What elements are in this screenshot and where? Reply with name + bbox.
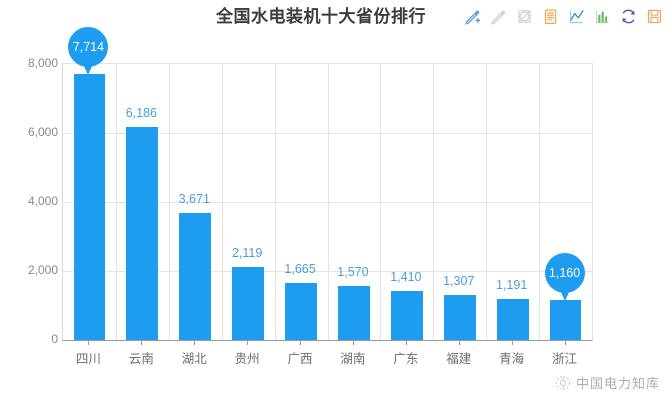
bar-chart: 0 2,000 4,000 6,000 8,000 四川 7,714 云南 6,186 湖北 3,6… xyxy=(0,26,672,400)
y-axis-tick-label: 6,000 xyxy=(27,125,58,139)
bar[interactable] xyxy=(126,126,159,340)
bar[interactable] xyxy=(73,73,106,340)
y-axis-tick-label: 4,000 xyxy=(27,194,58,208)
pencil-icon[interactable] xyxy=(487,5,510,28)
x-axis-tick-label: 福建 xyxy=(446,352,472,366)
x-axis-tick-label: 云南 xyxy=(128,352,154,366)
plot-area xyxy=(62,63,593,341)
x-axis-tick-label: 四川 xyxy=(75,352,101,366)
page-title: 全国水电装机十大省份排行 xyxy=(216,7,426,26)
x-axis-tick-mark xyxy=(247,340,249,345)
bar[interactable] xyxy=(179,213,212,340)
y-axis-tick-label: 8,000 xyxy=(27,56,58,70)
refresh-icon[interactable] xyxy=(617,5,640,28)
x-gridline xyxy=(221,64,223,340)
save-icon[interactable] xyxy=(643,5,666,28)
x-axis-tick-mark xyxy=(194,340,196,345)
x-gridline xyxy=(433,64,435,340)
bar[interactable] xyxy=(338,285,370,340)
pencil-add-icon[interactable] xyxy=(461,5,484,28)
chart-header: 全国水电装机十大省份排行 xyxy=(0,0,672,36)
x-axis-tick-label: 贵州 xyxy=(234,352,260,366)
bar-value-label: 1,307 xyxy=(443,273,475,288)
line-chart-icon[interactable] xyxy=(565,5,588,28)
x-gridline xyxy=(168,64,170,340)
x-axis-tick-mark xyxy=(511,340,513,345)
x-axis-tick-label: 青海 xyxy=(499,352,525,366)
x-axis-tick-label: 广西 xyxy=(287,352,313,366)
bar[interactable] xyxy=(232,266,264,340)
x-axis-tick-mark xyxy=(405,340,407,345)
x-axis-tick-mark xyxy=(88,340,90,345)
x-axis-tick-label: 湖北 xyxy=(181,352,207,366)
chart-toolbar xyxy=(461,5,666,28)
x-gridline xyxy=(274,64,276,340)
bar-value-label: 2,119 xyxy=(231,245,263,260)
bar[interactable] xyxy=(549,299,582,340)
bar[interactable] xyxy=(443,294,476,340)
bar[interactable] xyxy=(390,291,423,340)
x-axis-tick-label: 湖南 xyxy=(340,352,366,366)
x-axis-tick-label: 浙江 xyxy=(552,352,578,366)
x-axis-tick-mark xyxy=(564,340,566,345)
y-axis-tick-label: 0 xyxy=(51,332,58,346)
bar-value-label: 3,671 xyxy=(178,192,210,207)
watermark: 中国电力知库 xyxy=(555,373,660,392)
bar-chart-icon[interactable] xyxy=(591,5,614,28)
x-axis-tick-mark xyxy=(300,340,302,345)
circle-logo-icon xyxy=(556,375,570,390)
x-gridline xyxy=(539,64,541,340)
bar-value-label: 1,665 xyxy=(284,261,316,276)
bar-value-label: 6,186 xyxy=(125,105,157,120)
x-gridline xyxy=(327,64,329,340)
no-draw-icon[interactable] xyxy=(513,5,536,28)
bar-value-label: 1,191 xyxy=(496,277,528,292)
x-axis-tick-mark xyxy=(141,340,143,345)
y-axis-tick-label: 2,000 xyxy=(27,263,58,277)
x-gridline xyxy=(486,64,488,340)
document-icon[interactable] xyxy=(539,5,562,28)
x-axis-tick-mark xyxy=(352,340,354,345)
bar[interactable] xyxy=(285,282,317,340)
x-axis-tick-mark xyxy=(458,340,460,345)
bar-value-label: 1,570 xyxy=(337,264,369,279)
x-axis-tick-label: 广东 xyxy=(393,352,419,366)
bar[interactable] xyxy=(496,298,529,340)
x-gridline xyxy=(115,64,117,340)
watermark-label: 中国电力知库 xyxy=(575,376,660,391)
bar-value-label: 1,410 xyxy=(390,270,422,285)
x-gridline xyxy=(380,64,382,340)
